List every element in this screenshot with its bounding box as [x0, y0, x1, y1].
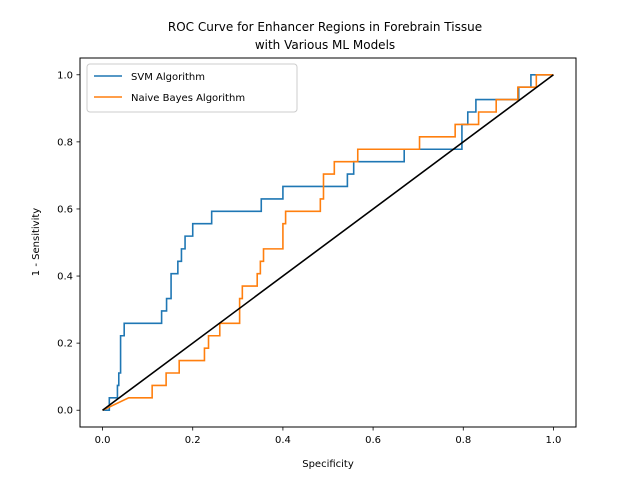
- chart-title-line-2: with Various ML Models: [255, 38, 395, 52]
- y-axis-ticks: 0.0 0.2 0.4 0.6 0.8 1.0: [57, 70, 80, 417]
- chart-title-line-1: ROC Curve for Enhancer Regions in Forebr…: [168, 20, 482, 34]
- y-tick-label: 0.4: [57, 272, 73, 283]
- x-tick-label: 0.8: [455, 435, 471, 446]
- svm-curve: [102, 73, 554, 412]
- y-tick-label: 1.0: [57, 70, 73, 81]
- x-tick-label: 0.2: [185, 435, 201, 446]
- x-tick-label: 0.0: [95, 435, 111, 446]
- x-tick-label: 1.0: [546, 435, 562, 446]
- x-tick-label: 0.6: [365, 435, 381, 446]
- x-axis-ticks: 0.0 0.2 0.4 0.6 0.8 1.0: [95, 427, 562, 446]
- x-axis-label: Specificity: [302, 459, 354, 470]
- chance-diagonal-line: [102, 74, 554, 411]
- y-tick-label: 0.8: [57, 137, 73, 148]
- series-layer: [102, 73, 554, 412]
- legend-box: [86, 63, 298, 113]
- legend-label-naive-bayes: Naive Bayes Algorithm: [131, 93, 245, 104]
- plot-frame: [79, 57, 577, 428]
- y-axis-label: 1 - Sensitivity: [31, 208, 42, 276]
- y-tick-label: 0.6: [57, 204, 73, 215]
- naive-bayes-curve: [102, 73, 554, 411]
- y-tick-label: 0.0: [57, 406, 73, 417]
- y-tick-label: 0.2: [57, 339, 73, 350]
- x-tick-label: 0.4: [275, 435, 291, 446]
- legend-label-svm: SVM Algorithm: [131, 72, 205, 83]
- legend: SVM Algorithm Naive Bayes Algorithm: [86, 63, 298, 113]
